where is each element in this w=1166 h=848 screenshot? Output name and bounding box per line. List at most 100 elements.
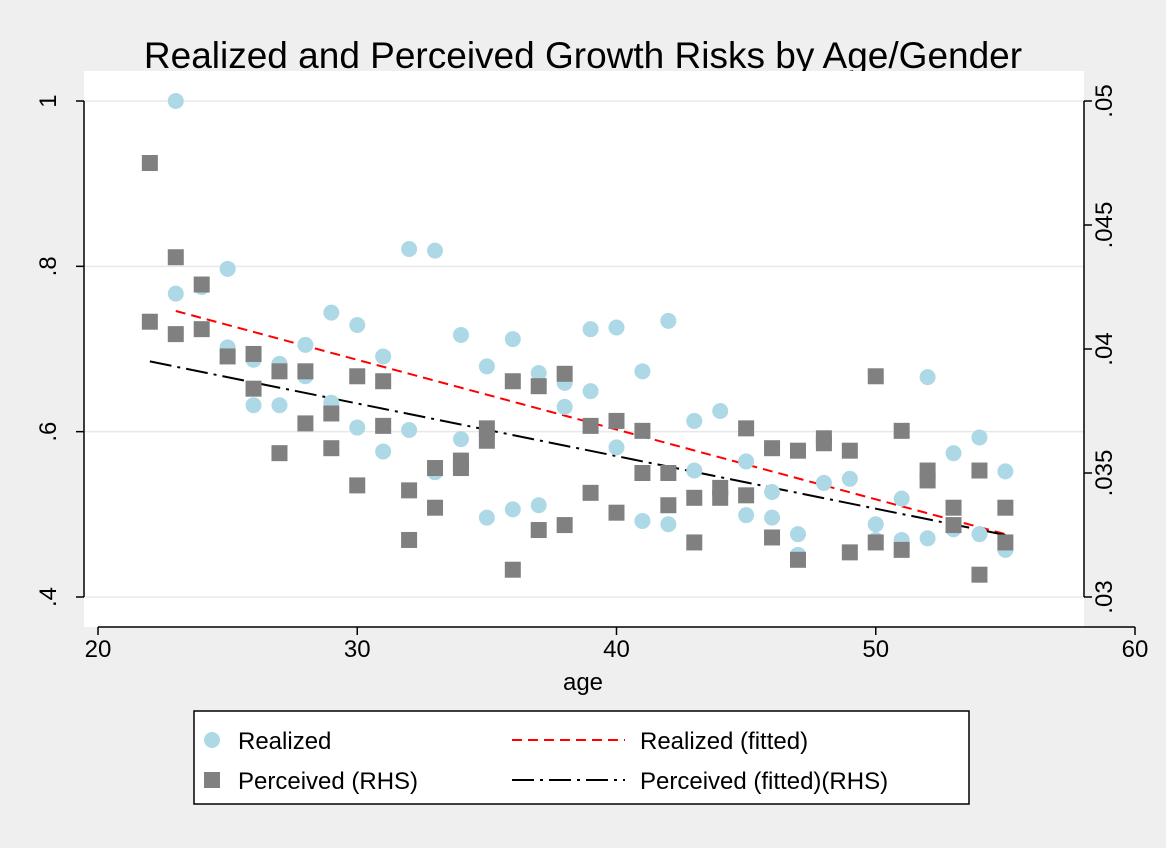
perceived-point — [478, 432, 495, 449]
realized-point — [323, 304, 340, 321]
realized-point — [686, 462, 703, 479]
realized-point — [167, 93, 184, 109]
fitted-lines — [149, 310, 1006, 536]
perceived-point — [893, 541, 910, 558]
perceived-point — [401, 531, 418, 548]
realized-point — [789, 526, 806, 543]
realized-point — [608, 319, 625, 336]
perceived-point — [427, 460, 444, 477]
realized-point — [219, 260, 236, 277]
perceived-point — [841, 544, 858, 561]
realized-point — [427, 242, 444, 259]
y-right-tick-label: .05 — [1091, 84, 1118, 117]
perceived-point — [971, 566, 988, 583]
perceived-point — [297, 363, 314, 380]
perceived-point — [530, 522, 547, 539]
perceived-point — [660, 465, 677, 481]
realized-point — [530, 497, 547, 514]
perceived-point — [323, 440, 340, 457]
realized-point — [997, 463, 1014, 480]
realized-point — [349, 317, 366, 334]
perceived-point — [686, 489, 703, 506]
y-right-tick-label: .045 — [1091, 202, 1118, 249]
perceived-point — [530, 378, 547, 395]
legend-label: Realized (fitted) — [640, 728, 808, 755]
perceived-point — [141, 313, 158, 330]
perceived-point — [764, 440, 781, 457]
realized-point — [686, 412, 703, 429]
y-left-tick-label: .4 — [35, 587, 62, 607]
perceived-point — [660, 497, 677, 514]
x-tick-label: 40 — [603, 636, 630, 663]
realized-point — [375, 348, 392, 365]
realized-point — [452, 431, 469, 448]
realized-point — [375, 443, 392, 460]
perceived-point — [608, 412, 625, 429]
realized-point — [815, 474, 832, 491]
perceived-point — [375, 373, 392, 390]
realized-point — [556, 398, 573, 415]
perceived-point — [945, 517, 962, 534]
realized-point — [349, 419, 366, 436]
realized-point — [738, 507, 755, 524]
perceived-point — [349, 368, 366, 385]
perceived-point — [893, 422, 910, 439]
realized-point — [867, 516, 884, 533]
realized-point — [660, 312, 677, 329]
perceived-point — [167, 326, 184, 343]
data-points — [141, 93, 1014, 583]
perceived-point — [219, 348, 236, 365]
legend: Realized Realized (fitted) Perceived (RHS)… — [193, 710, 970, 805]
realized-point — [634, 363, 651, 380]
perceived-point — [582, 417, 599, 434]
y-right-tick-label: .04 — [1091, 332, 1118, 365]
legend-marker-perceived — [204, 772, 220, 788]
perceived-point — [789, 551, 806, 568]
legend-items: Realized Realized (fitted) Perceived (RHS)… — [204, 728, 888, 795]
x-tick-label: 50 — [862, 636, 889, 663]
realized-point — [660, 516, 677, 533]
perceived-point — [997, 499, 1014, 516]
realized-point — [919, 530, 936, 547]
perceived-point — [789, 442, 806, 459]
realized-point — [919, 369, 936, 386]
perceived-point — [945, 499, 962, 516]
legend-label: Perceived (fitted)(RHS) — [640, 768, 888, 795]
perceived-point — [193, 276, 210, 293]
legend-label: Perceived (RHS) — [238, 768, 418, 795]
perceived-point — [686, 534, 703, 551]
realized-point — [271, 397, 288, 414]
realized-point — [504, 501, 521, 518]
x-tick-label: 30 — [344, 636, 371, 663]
realized-point — [945, 445, 962, 462]
perceived-point — [634, 465, 651, 481]
perceived-fitted-line — [149, 360, 1006, 536]
realized-point — [297, 336, 314, 353]
realized-point — [893, 490, 910, 507]
perceived-point — [323, 405, 340, 422]
legend-label: Realized — [238, 728, 331, 755]
perceived-point — [271, 363, 288, 380]
realized-point — [841, 470, 858, 487]
perceived-point — [167, 249, 184, 266]
y-right-tick-label: .03 — [1091, 580, 1118, 613]
perceived-point — [141, 155, 158, 171]
realized-point — [530, 364, 547, 381]
y-right-tick-label: .035 — [1091, 450, 1118, 497]
axes: .4 .6 .8 1 .03 .035 .04 .045 .05 20 30 40 50 60 — [35, 84, 1148, 663]
realized-point — [971, 429, 988, 446]
realized-point — [608, 439, 625, 456]
realized-point — [478, 509, 495, 526]
perceived-point — [297, 415, 314, 432]
perceived-point — [867, 368, 884, 385]
perceived-point — [245, 345, 262, 362]
perceived-point — [712, 489, 729, 506]
realized-point — [764, 484, 781, 501]
perceived-point — [738, 420, 755, 437]
perceived-point — [867, 534, 884, 551]
perceived-point — [997, 534, 1014, 551]
realized-point — [634, 512, 651, 529]
x-axis-label: age — [563, 669, 603, 696]
perceived-point — [971, 462, 988, 479]
